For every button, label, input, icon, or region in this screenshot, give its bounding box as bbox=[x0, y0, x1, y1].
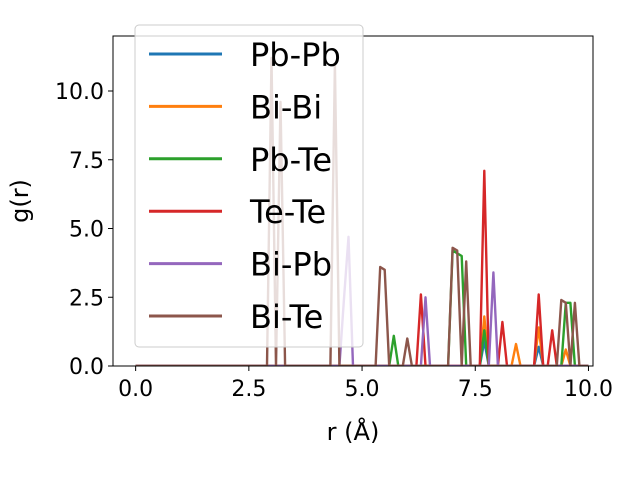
x-tick-label: 7.5 bbox=[458, 377, 493, 402]
y-tick-label: 0.0 bbox=[69, 355, 104, 380]
y-tick-label: 2.5 bbox=[69, 286, 104, 311]
x-tick-label: 5.0 bbox=[345, 377, 380, 402]
series-line-pb-te bbox=[135, 249, 589, 366]
x-tick-label: 2.5 bbox=[231, 377, 266, 402]
x-tick-label: 10.0 bbox=[564, 377, 613, 402]
legend-label-bi-te: Bi-Te bbox=[250, 298, 323, 336]
y-tick-label: 5.0 bbox=[69, 218, 104, 243]
legend-label-pb-pb: Pb-Pb bbox=[250, 36, 341, 74]
y-tick-label: 10.0 bbox=[55, 80, 104, 105]
y-tick-label: 7.5 bbox=[69, 149, 104, 174]
legend-label-bi-pb: Bi-Pb bbox=[250, 246, 332, 284]
legend-label-pb-te: Pb-Te bbox=[250, 141, 332, 179]
x-tick-label: 0.0 bbox=[118, 377, 153, 402]
series-line-bi-bi bbox=[135, 315, 589, 366]
x-axis-ticks: 0.0 2.5 5.0 7.5 10.0 bbox=[118, 366, 613, 402]
legend-label-bi-bi: Bi-Bi bbox=[250, 88, 322, 126]
legend: Pb-Pb Bi-Bi Pb-Te Te-Te Bi-Pb Bi-Te bbox=[134, 24, 364, 348]
legend-label-te-te: Te-Te bbox=[249, 193, 326, 231]
series-line-te-te bbox=[135, 169, 589, 366]
y-axis-ticks: 0.0 2.5 5.0 7.5 10.0 bbox=[55, 80, 113, 380]
x-axis-label: r (Å) bbox=[327, 417, 380, 446]
y-axis-label: g(r) bbox=[6, 179, 34, 223]
